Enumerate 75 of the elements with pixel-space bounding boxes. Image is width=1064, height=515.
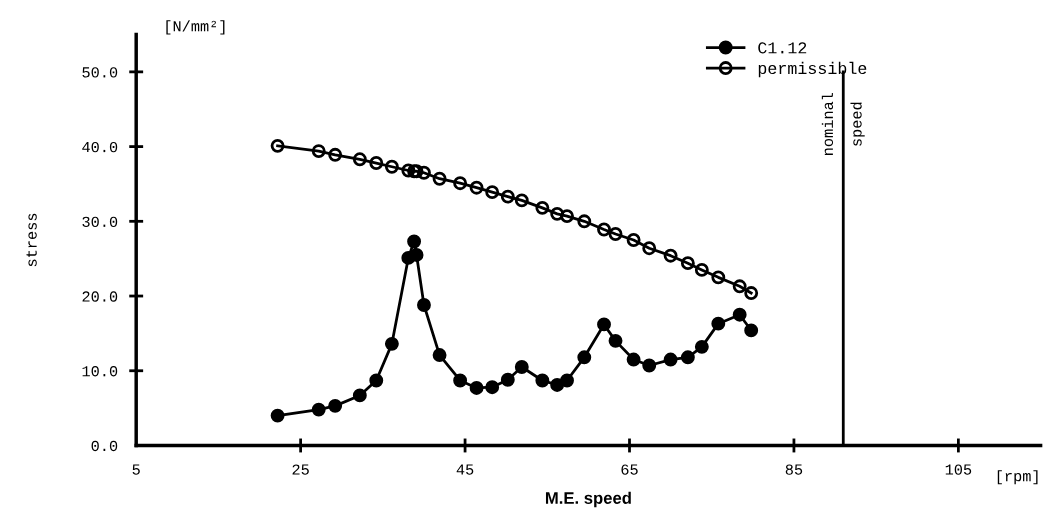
point: [432, 348, 447, 363]
point: [711, 270, 726, 285]
point: [311, 402, 326, 417]
legend-label: C1.12: [758, 42, 807, 54]
point: [744, 323, 759, 338]
point: [401, 163, 416, 178]
point: [500, 189, 515, 204]
point: [453, 373, 468, 388]
point: [663, 248, 678, 263]
point: [626, 352, 641, 367]
point: [577, 214, 592, 229]
point: [407, 234, 422, 249]
y-axis-title: stress: [26, 213, 37, 267]
x-tick-label: 25: [292, 464, 309, 475]
point: [535, 373, 550, 388]
point: [680, 350, 695, 365]
annotation: [N/mm²]: [166, 20, 225, 35]
text: [rpm]: [997, 470, 1038, 485]
point: [642, 241, 657, 256]
point: [514, 360, 529, 374]
point: [328, 147, 343, 162]
y-tick-label: 10.0: [82, 366, 118, 377]
point: [432, 171, 447, 186]
point: [694, 339, 709, 354]
point: [453, 176, 468, 191]
point: [597, 222, 611, 237]
point: [369, 156, 384, 170]
point: [469, 180, 484, 195]
x-axis-title: M.E. speed: [545, 491, 631, 508]
point: [732, 307, 747, 322]
y-tick-label: 40.0: [82, 141, 118, 153]
point: [732, 279, 747, 294]
point: [328, 398, 343, 413]
point: [694, 262, 709, 277]
x-tick-label: 105: [945, 464, 972, 475]
point: [597, 317, 611, 332]
ref-line-label: nominal speed: [821, 92, 865, 155]
point: [535, 200, 550, 215]
x-tick-label: 5: [132, 464, 140, 475]
point: [711, 316, 726, 331]
point: [485, 185, 500, 200]
point: [663, 352, 678, 367]
point: [608, 227, 623, 241]
point: [608, 333, 623, 348]
point: [384, 336, 399, 351]
point: [514, 193, 529, 208]
point: [417, 298, 431, 312]
y-tick-label: 0.0: [91, 440, 118, 452]
x-tick-label: 85: [785, 464, 803, 475]
legend-label: permissible: [758, 61, 867, 78]
point: [550, 206, 565, 221]
point: [560, 373, 574, 388]
point: [352, 152, 367, 167]
point: [550, 378, 565, 392]
point: [577, 350, 592, 365]
point: [680, 256, 695, 271]
point: [311, 144, 326, 159]
point: [626, 233, 641, 247]
point: [417, 165, 431, 180]
point: [369, 373, 384, 388]
x-tick-label: 45: [456, 464, 474, 475]
point: [500, 372, 515, 387]
point: [270, 408, 285, 423]
point: [469, 380, 484, 395]
point: [744, 286, 759, 300]
y-tick-label: 50.0: [82, 67, 118, 78]
y-tick-label: 30.0: [82, 216, 118, 227]
point: [384, 159, 399, 174]
point: [352, 388, 367, 403]
point: [560, 209, 574, 224]
x-tick-label: 65: [621, 464, 638, 475]
point: [270, 138, 285, 153]
y-tick-label: 20.0: [82, 291, 118, 302]
point: [485, 380, 500, 395]
point: [642, 358, 657, 373]
